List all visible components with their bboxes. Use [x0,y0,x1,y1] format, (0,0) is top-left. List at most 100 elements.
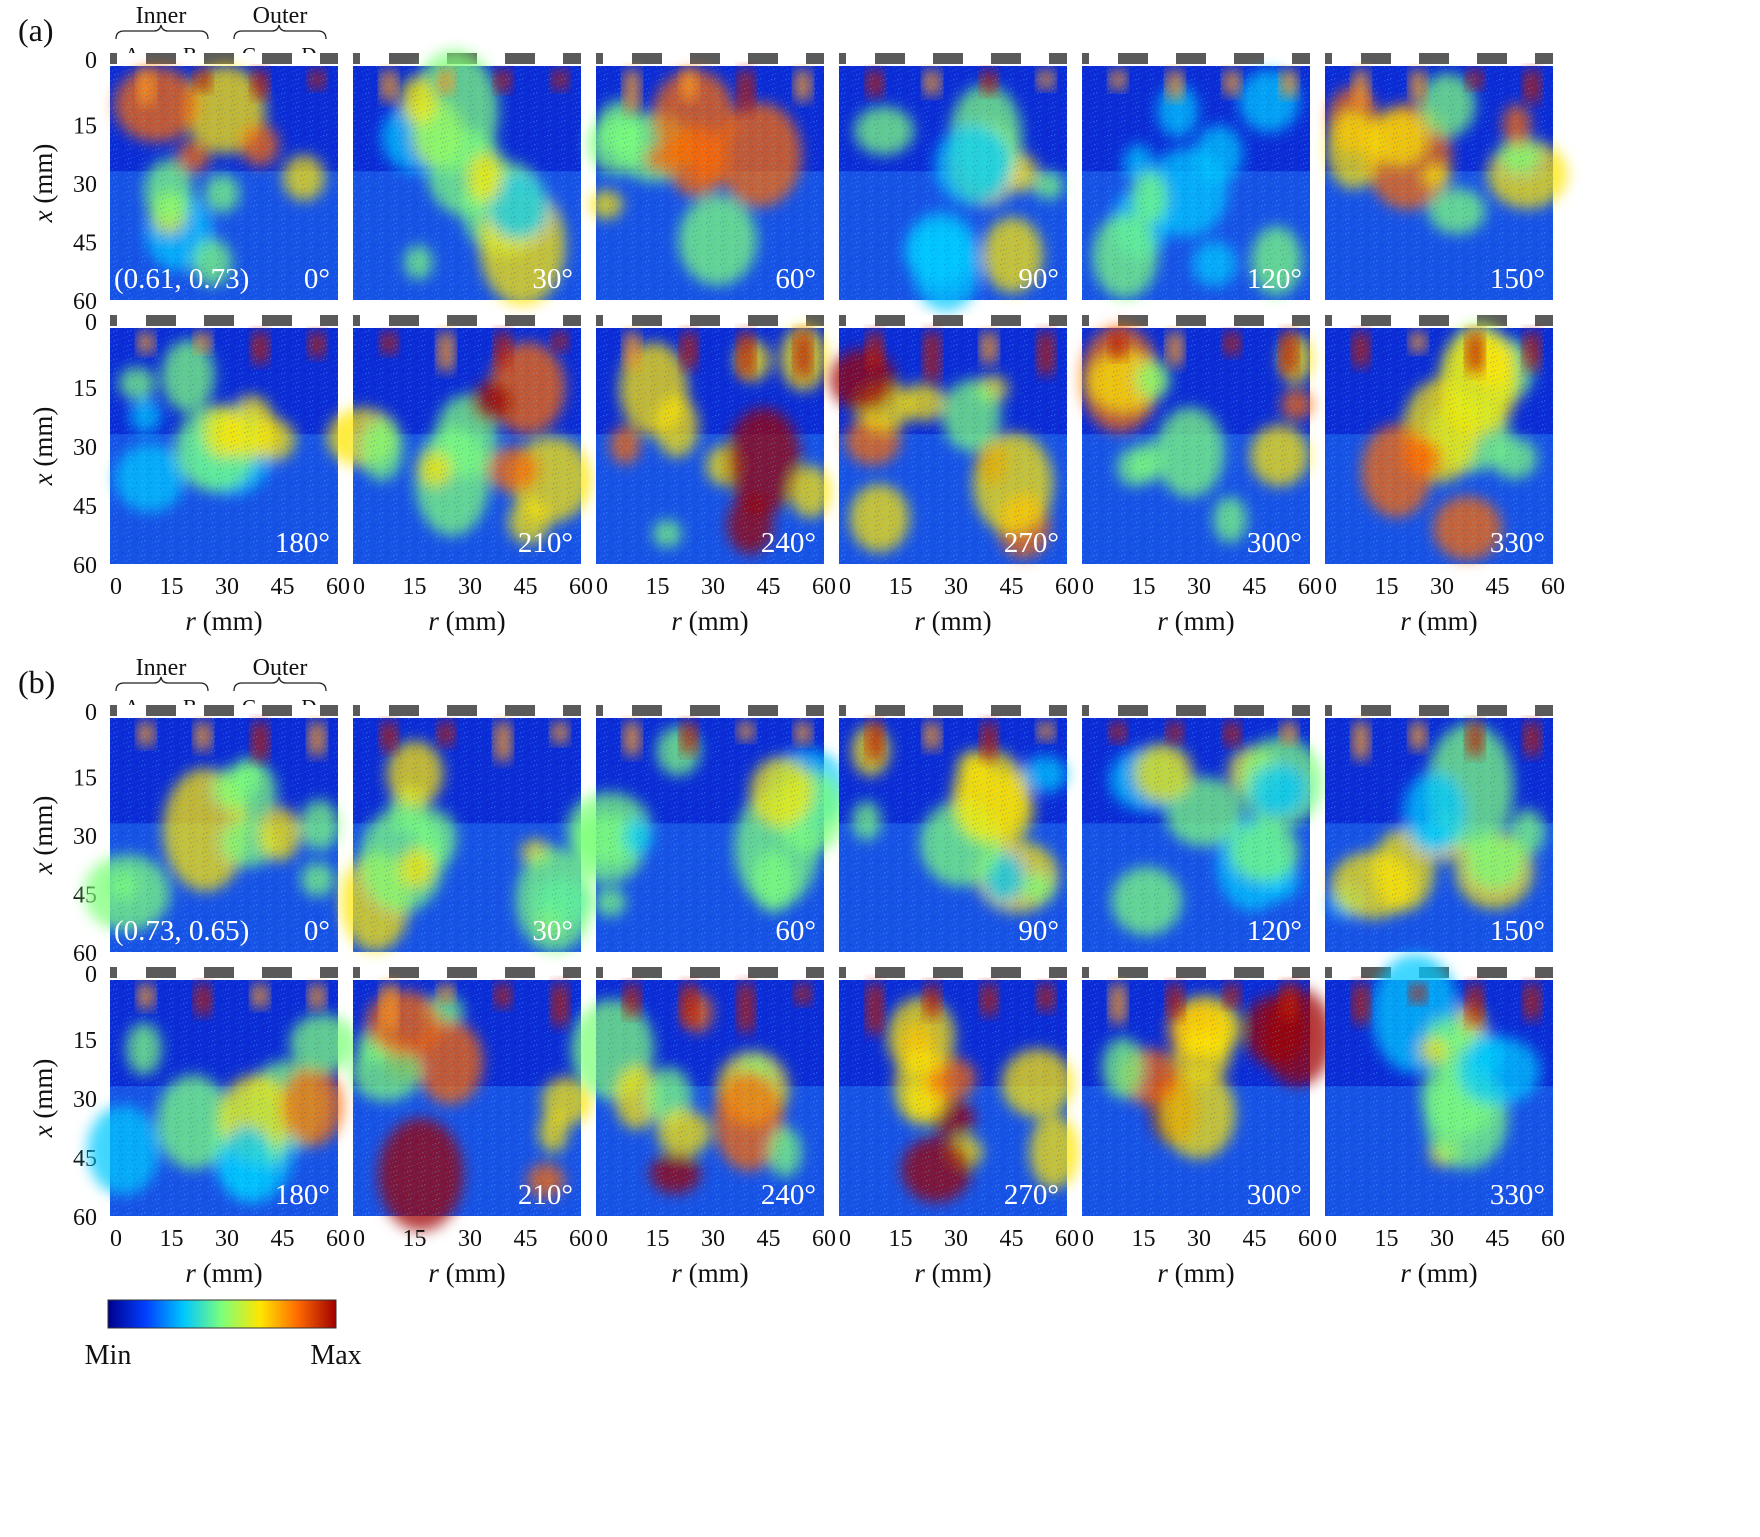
condition-label: (0.61, 0.73) [114,263,249,295]
bluff-body-segment [262,705,292,716]
plif-panel [353,49,581,306]
plif-panel [327,328,592,564]
phase-angle-label: 90° [1018,915,1059,947]
burner-exit-bar [353,705,581,716]
r-tick-label: 45 [757,574,781,600]
plif-panel [350,980,592,1232]
phase-angle-label: 60° [775,915,816,947]
bluff-body-segment [110,53,117,64]
phase-angle-label: 240° [761,527,816,559]
x-tick-label: 45 [73,231,97,257]
r-axis-title: r (mm) [185,1258,262,1288]
r-tick-label: 15 [1375,574,1399,600]
plif-panel [829,328,1067,564]
r-tick-label: 60 [1541,1226,1565,1252]
phase-angle-label: 210° [518,527,573,559]
bluff-body-segment [447,315,477,326]
r-tick-label: 15 [646,1226,670,1252]
r-tick-label: 45 [1486,1226,1510,1252]
bluff-body-segment [262,315,292,326]
burner-exit-bar [1082,315,1310,326]
phase-angle-label: 240° [761,1179,816,1211]
phase-angle-label: 180° [275,527,330,559]
r-tick-label: 30 [944,1226,968,1252]
burner-exit-bar [839,315,1067,326]
bluff-body-segment [1535,705,1553,716]
burner-exit-bar [110,967,338,978]
burner-exit-bar [110,53,338,64]
r-tick-label: 15 [646,574,670,600]
burner-exit-bar [839,967,1067,978]
r-tick-label: 0 [839,574,851,600]
bluff-body-segment [146,53,176,64]
x-tick-label: 60 [73,1205,97,1231]
r-tick-label: 45 [1000,574,1024,600]
bluff-body-segment [146,967,176,978]
plif-panel [1325,718,1553,952]
bluff-body-segment [1419,53,1449,64]
x-tick-label: 0 [85,48,97,74]
x-tick-label: 60 [73,289,97,315]
bluff-body-segment [1325,967,1332,978]
r-tick-label: 60 [569,574,593,600]
burner-exit-bar [596,705,824,716]
plif-panel [596,325,832,564]
phase-angle-label: 120° [1247,263,1302,295]
bluff-body-segment [933,705,963,716]
bluff-body-segment [447,967,477,978]
r-axis-title: r (mm) [1157,606,1234,636]
group-label: (b) [18,664,55,700]
r-tick-label: 15 [889,1226,913,1252]
bluff-body-segment [1477,315,1507,326]
plif-noise [839,328,1067,564]
x-tick-label: 30 [73,1087,97,1113]
inner-brace [115,676,209,692]
plif-panel [839,66,1067,312]
r-tick-label: 15 [889,574,913,600]
r-tick-label: 0 [596,1226,608,1252]
r-tick-label: 15 [1132,574,1156,600]
bluff-body-segment [632,705,662,716]
r-tick-label: 45 [1486,574,1510,600]
bluff-body-segment [204,705,234,716]
x-axis-title: x (mm) [28,144,58,224]
x-tick-label: 60 [73,553,97,579]
bluff-body-segment [1535,53,1553,64]
bluff-body-segment [1292,705,1310,716]
bluff-body-segment [320,705,338,716]
phase-angle-label: 60° [775,263,816,295]
plif-noise [353,718,581,952]
bluff-body-segment [1234,967,1264,978]
outer-label: Outer [253,655,308,681]
phase-angle-label: 210° [518,1179,573,1211]
r-tick-label: 0 [1325,1226,1337,1252]
r-tick-label: 60 [812,1226,836,1252]
r-tick-label: 30 [215,1226,239,1252]
r-tick-label: 0 [1325,574,1337,600]
bluff-body-segment [1049,705,1067,716]
bluff-body-segment [1325,53,1332,64]
plif-panel [839,718,1068,952]
r-tick-label: 15 [160,1226,184,1252]
x-tick-label: 0 [85,962,97,988]
bluff-body-segment [839,967,846,978]
bluff-body-segment [596,967,603,978]
plif-noise [353,66,581,300]
bluff-body-segment [596,705,603,716]
phase-angle-label: 270° [1004,527,1059,559]
r-tick-label: 60 [1298,1226,1322,1252]
bluff-body-segment [632,967,662,978]
bluff-body-segment [748,967,778,978]
x-tick-label: 30 [73,824,97,850]
bluff-body-segment [1361,967,1391,978]
r-tick-label: 60 [569,1226,593,1252]
bluff-body-segment [146,705,176,716]
r-tick-label: 60 [326,574,350,600]
plif-noise [1082,66,1310,300]
bluff-body-segment [204,315,234,326]
burner-exit-bar [839,53,1067,64]
bluff-body-segment [1049,53,1067,64]
bluff-body-segment [204,53,234,64]
plif-noise [110,980,338,1216]
condition-label: (0.73, 0.65) [114,915,249,947]
